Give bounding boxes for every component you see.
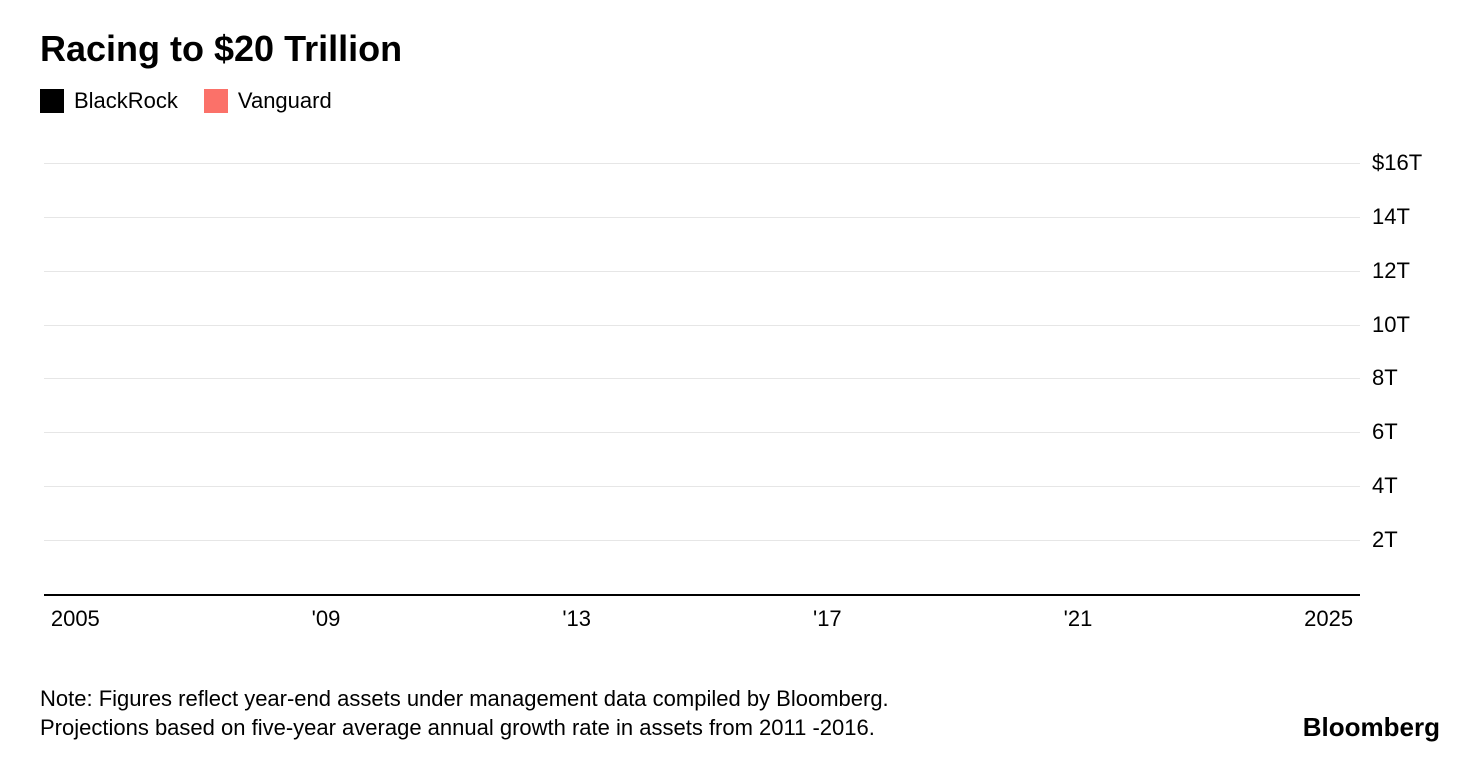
gridline xyxy=(44,432,1360,433)
bloomberg-logo: Bloomberg xyxy=(1303,712,1440,743)
y-tick-label: 8T xyxy=(1372,365,1398,391)
note-line-2: Projections based on five-year average a… xyxy=(40,713,889,743)
x-tick-label: 2005 xyxy=(51,606,100,632)
y-tick-label: 14T xyxy=(1372,204,1410,230)
legend-label-vanguard: Vanguard xyxy=(238,88,332,114)
plot-area: 2T4T6T8T10T12T14T$16T xyxy=(44,136,1360,596)
gridline xyxy=(44,540,1360,541)
y-tick-label: 12T xyxy=(1372,258,1410,284)
gridline xyxy=(44,163,1360,164)
gridline xyxy=(44,325,1360,326)
gridline xyxy=(44,217,1360,218)
note-line-1: Note: Figures reflect year-end assets un… xyxy=(40,684,889,714)
y-tick-label: 4T xyxy=(1372,473,1398,499)
bar-container xyxy=(44,136,1360,594)
y-tick-label: 2T xyxy=(1372,527,1398,553)
x-tick-label: '21 xyxy=(1064,606,1093,632)
x-tick-label: 2025 xyxy=(1304,606,1353,632)
legend-swatch-vanguard xyxy=(204,89,228,113)
legend-item-vanguard: Vanguard xyxy=(204,88,332,114)
legend-item-blackrock: BlackRock xyxy=(40,88,178,114)
gridline xyxy=(44,378,1360,379)
gridline xyxy=(44,486,1360,487)
y-tick-label: $16T xyxy=(1372,150,1422,176)
x-tick-label: '17 xyxy=(813,606,842,632)
x-tick-label: '09 xyxy=(312,606,341,632)
footer: Note: Figures reflect year-end assets un… xyxy=(40,684,1440,743)
chart-title: Racing to $20 Trillion xyxy=(40,28,1440,70)
gridline xyxy=(44,271,1360,272)
x-tick-label: '13 xyxy=(562,606,591,632)
y-tick-label: 6T xyxy=(1372,419,1398,445)
y-tick-label: 10T xyxy=(1372,312,1410,338)
legend: BlackRock Vanguard xyxy=(40,88,1440,114)
legend-swatch-blackrock xyxy=(40,89,64,113)
legend-label-blackrock: BlackRock xyxy=(74,88,178,114)
chart-note: Note: Figures reflect year-end assets un… xyxy=(40,684,889,743)
chart-area: 2T4T6T8T10T12T14T$16T xyxy=(44,136,1360,596)
x-axis: 2005 '09 '13 '17 '21 2025 xyxy=(44,602,1360,642)
